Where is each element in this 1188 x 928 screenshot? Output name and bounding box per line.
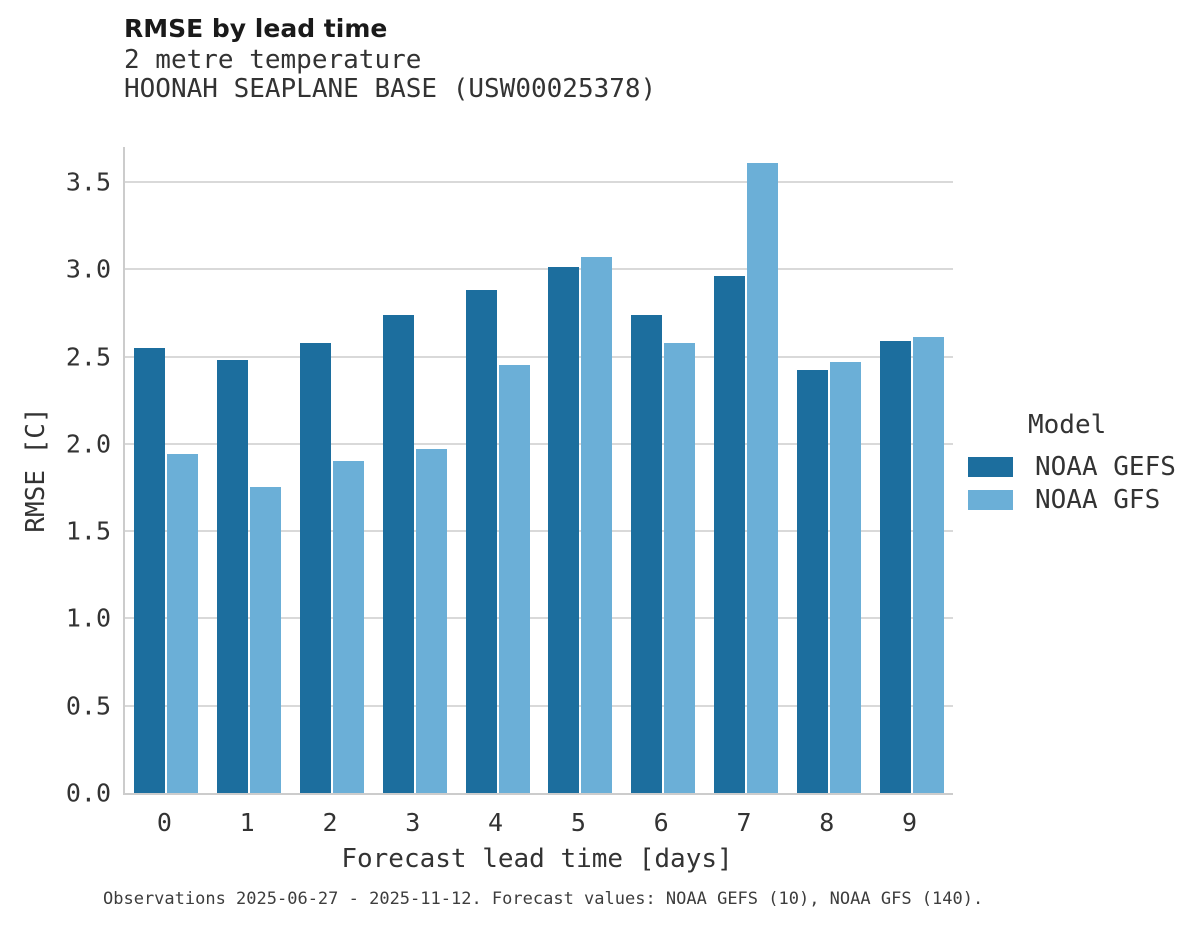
bar-group-lead-2 bbox=[291, 147, 374, 793]
bar-noaa-gfs-lead-9 bbox=[912, 337, 944, 793]
x-tick-label-7: 7 bbox=[736, 808, 752, 837]
chart-subtitle-station: HOONAH SEAPLANE BASE (USW00025378) bbox=[124, 74, 657, 104]
y-axis-label: RMSE [C] bbox=[21, 407, 51, 533]
gridline bbox=[125, 180, 953, 183]
bar-noaa-gfs-lead-7 bbox=[746, 162, 778, 793]
bar-group-lead-0 bbox=[125, 147, 208, 793]
bar-noaa-gefs-lead-2 bbox=[299, 342, 331, 793]
bar-group-lead-4 bbox=[456, 147, 539, 793]
bar-group-lead-1 bbox=[208, 147, 291, 793]
bar-noaa-gfs-lead-6 bbox=[664, 342, 696, 793]
legend-title: Model bbox=[1028, 410, 1107, 440]
y-tick-label: 3.5 bbox=[65, 167, 111, 197]
x-tick-label-3: 3 bbox=[405, 808, 421, 837]
bar-noaa-gfs-lead-8 bbox=[829, 361, 861, 793]
y-tick-label: 0.5 bbox=[65, 691, 111, 721]
bar-noaa-gefs-lead-8 bbox=[796, 370, 828, 793]
y-tick-label: 3.0 bbox=[65, 254, 111, 284]
bar-group-lead-3 bbox=[373, 147, 456, 793]
x-tick-label-1: 1 bbox=[239, 808, 255, 837]
x-tick-label-9: 9 bbox=[902, 808, 918, 837]
bar-noaa-gfs-lead-3 bbox=[415, 449, 447, 793]
x-tick-label-4: 4 bbox=[488, 808, 504, 837]
bar-noaa-gefs-lead-5 bbox=[548, 267, 580, 793]
bar-group-lead-7 bbox=[705, 147, 788, 793]
x-tick-label-0: 0 bbox=[156, 808, 172, 837]
y-tick-label: 1.5 bbox=[65, 516, 111, 546]
bar-noaa-gefs-lead-7 bbox=[713, 276, 745, 793]
bar-noaa-gefs-lead-0 bbox=[134, 347, 166, 793]
legend-label: NOAA GFS bbox=[1035, 484, 1161, 515]
bar-noaa-gefs-lead-1 bbox=[217, 360, 249, 793]
bar-noaa-gfs-lead-1 bbox=[250, 487, 282, 793]
y-tick-label: 1.0 bbox=[65, 603, 111, 633]
bar-noaa-gfs-lead-0 bbox=[167, 454, 199, 793]
bar-group-lead-9 bbox=[870, 147, 953, 793]
gridline bbox=[125, 268, 953, 271]
bar-noaa-gefs-lead-9 bbox=[879, 340, 911, 793]
bar-noaa-gfs-lead-4 bbox=[498, 365, 530, 793]
title-block: RMSE by lead time 2 metre temperature HO… bbox=[124, 12, 656, 104]
x-tick-label-2: 2 bbox=[322, 808, 338, 837]
bar-noaa-gfs-lead-5 bbox=[581, 257, 613, 793]
y-tick-label: 0.0 bbox=[65, 778, 111, 808]
legend-items: NOAA GEFS NOAA GFS bbox=[968, 450, 1176, 516]
bar-noaa-gefs-lead-6 bbox=[631, 314, 663, 793]
x-axis-label: Forecast lead time [days] bbox=[341, 844, 733, 874]
plot-area: 0.0 0.5 1.0 1.5 2.0 2.5 3.0 3.5 bbox=[66, 147, 953, 808]
footer-caption: Observations 2025-06-27 - 2025-11-12. Fo… bbox=[103, 889, 984, 909]
chart-subtitle-variable: 2 metre temperature bbox=[124, 45, 422, 75]
gridline bbox=[125, 530, 953, 533]
x-tick-label-5: 5 bbox=[570, 808, 586, 837]
legend-item-noaa-gefs: NOAA GEFS bbox=[968, 450, 1176, 483]
legend-swatch bbox=[968, 489, 1013, 510]
bar-noaa-gfs-lead-2 bbox=[332, 461, 364, 793]
bar-noaa-gefs-lead-3 bbox=[382, 314, 414, 793]
gridline bbox=[125, 442, 953, 445]
gridline bbox=[125, 704, 953, 707]
x-tick-label-8: 8 bbox=[819, 808, 835, 837]
gridline bbox=[125, 355, 953, 358]
legend-swatch bbox=[968, 456, 1013, 477]
bar-group-lead-5 bbox=[539, 147, 622, 793]
legend: Model NOAA GEFS NOAA GFS bbox=[968, 410, 1176, 516]
bar-group-lead-8 bbox=[787, 147, 870, 793]
bar-groups bbox=[125, 147, 953, 793]
gridline bbox=[125, 617, 953, 620]
chart-title: RMSE by lead time bbox=[124, 14, 388, 43]
bar-noaa-gefs-lead-4 bbox=[465, 290, 497, 793]
legend-label: NOAA GEFS bbox=[1035, 451, 1176, 482]
x-ticks: 0 1 2 3 4 5 6 7 8 9 bbox=[123, 808, 951, 838]
x-tick-label-6: 6 bbox=[653, 808, 669, 837]
y-tick-label: 2.0 bbox=[65, 429, 111, 459]
legend-item-noaa-gfs: NOAA GFS bbox=[968, 483, 1176, 516]
y-tick-label: 2.5 bbox=[65, 342, 111, 372]
bar-group-lead-6 bbox=[622, 147, 705, 793]
